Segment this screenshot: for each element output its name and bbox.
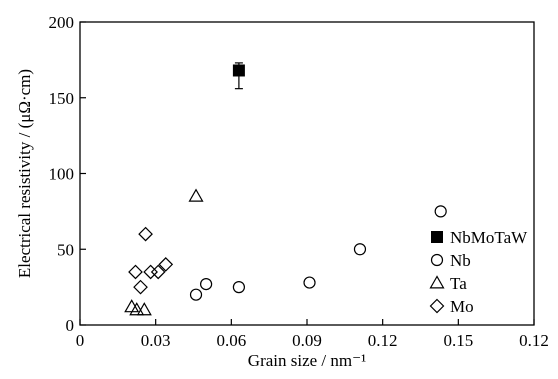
data-point-nb [232,281,245,294]
x-tick-label: 0.03 [141,331,171,350]
legend-label: Ta [450,274,467,293]
x-tick-label: 0.09 [292,331,322,350]
x-tick-label: 0.06 [216,331,246,350]
data-point-ta [124,299,140,313]
legend-label: Nb [450,251,471,270]
y-axis-label: Electrical resistivity / (μΩ·cm) [15,69,34,278]
data-point-nb [434,205,447,218]
y-tick-label: 100 [49,165,75,184]
legend-label: NbMoTaW [450,228,528,247]
legend-marker-nbmotaw [431,231,443,243]
x-tick-label: 0.12 [368,331,398,350]
ticks: 0 0.03 0.06 0.09 0.12 0.15 0.12 0 50 100 150 200 [49,13,549,350]
x-tick-label: 0.12 [519,331,549,350]
legend-marker-ta [429,275,445,289]
x-axis-label: Grain size / nm⁻¹ [248,351,366,370]
data-point-mo [128,264,143,280]
data-point-mo [138,226,153,242]
data-point-nb [303,276,316,289]
data-point-nbmotaw [232,64,245,77]
y-tick-label: 150 [49,89,75,108]
legend: NbMoTaW Nb Ta Mo [429,228,528,316]
data-point-nb [189,288,203,301]
legend-marker-nb [430,253,444,267]
data-point-nb [200,277,213,291]
data-point-ta [188,188,204,202]
data-point-mo [143,264,158,280]
data-point-mo [150,264,166,280]
data-marks [124,62,447,316]
data-point-ta [129,302,145,316]
x-tick-label: 0.15 [443,331,473,350]
data-point-nb [353,243,367,256]
x-tick-label: 0 [76,331,85,350]
y-tick-label: 0 [66,316,75,335]
legend-marker-mo [429,298,445,314]
y-tick-label: 50 [57,240,74,259]
data-point-ta [136,302,152,316]
data-point-mo [158,257,174,272]
legend-label: Mo [450,297,474,316]
data-point-mo [133,279,148,295]
y-tick-label: 200 [49,13,75,32]
